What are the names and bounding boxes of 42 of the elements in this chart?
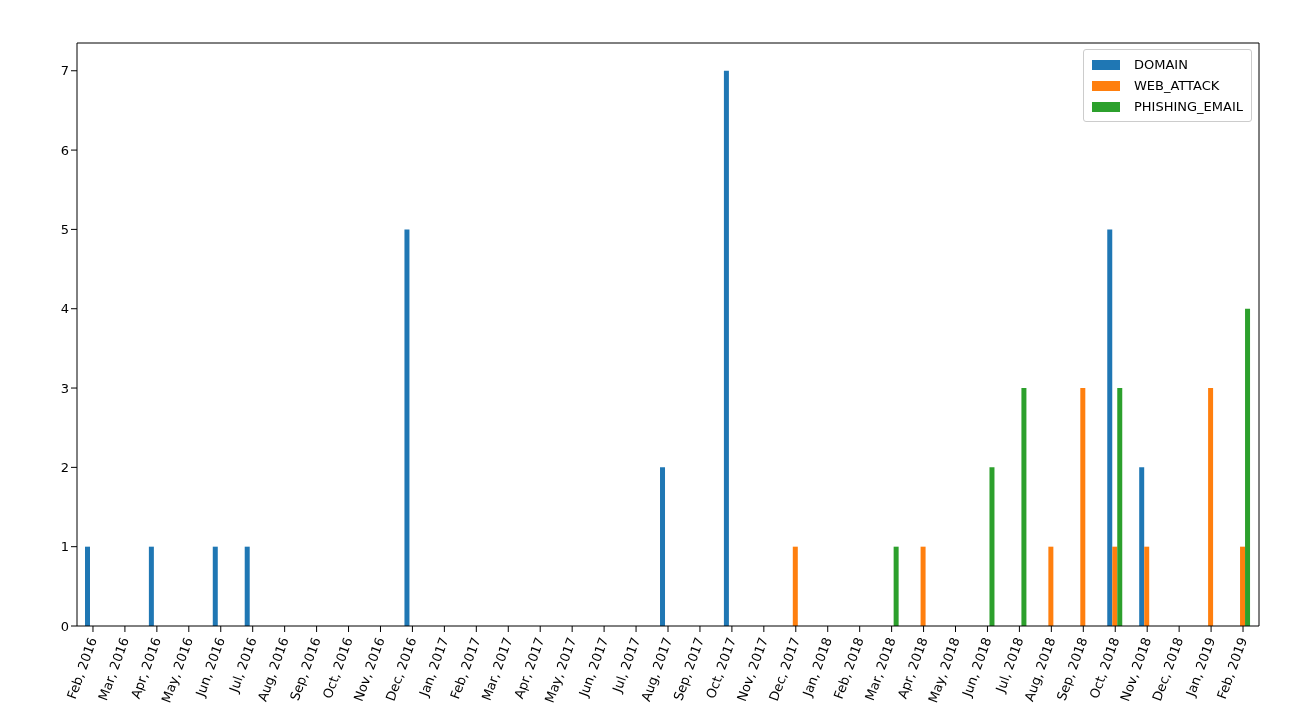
bar (1112, 546, 1118, 626)
x-tick-label: Jun, 2018 (958, 635, 995, 700)
bar (1245, 308, 1251, 626)
bar (1048, 546, 1054, 626)
x-tick-label: Jun, 2017 (575, 635, 612, 700)
y-tick-label: 6 (60, 142, 69, 158)
y-tick-label: 1 (60, 539, 69, 555)
bar (792, 546, 798, 626)
bar (148, 546, 154, 626)
bar (893, 546, 899, 626)
y-tick-label: 5 (60, 222, 69, 238)
bar (1144, 546, 1150, 626)
bar (404, 229, 410, 626)
bar (660, 467, 666, 626)
bar (1240, 546, 1246, 626)
y-tick-label: 3 (60, 380, 69, 396)
bar (1117, 388, 1123, 626)
bar (989, 467, 995, 626)
bar (84, 546, 90, 626)
bar (244, 546, 250, 626)
bar (1107, 229, 1113, 626)
legend-label: WEB_ATTACK (1133, 78, 1220, 93)
x-tick-label: Sep, 2017 (670, 635, 707, 703)
y-tick-label: 0 (60, 618, 69, 634)
y-tick-label: 2 (60, 459, 69, 475)
bar (1021, 388, 1027, 626)
bar (920, 546, 926, 626)
x-tick-label: Jun, 2016 (192, 635, 228, 700)
bar (212, 546, 218, 626)
x-tick-label: Mar, 2017 (478, 635, 516, 703)
y-tick-label: 4 (60, 301, 69, 317)
x-tick-label: Mar, 2016 (95, 635, 132, 703)
bar (1080, 388, 1086, 626)
bar (723, 70, 729, 626)
x-tick-label: Mar, 2018 (862, 635, 899, 703)
bar (1208, 388, 1214, 626)
y-tick-label: 7 (60, 63, 69, 79)
legend-label: DOMAIN (1133, 57, 1188, 72)
legend-label: PHISHING_EMAIL (1133, 99, 1243, 114)
x-tick-label: Sep, 2016 (287, 635, 324, 703)
x-tick-label: Feb, 2019 (1213, 635, 1251, 702)
bar (1139, 467, 1145, 626)
